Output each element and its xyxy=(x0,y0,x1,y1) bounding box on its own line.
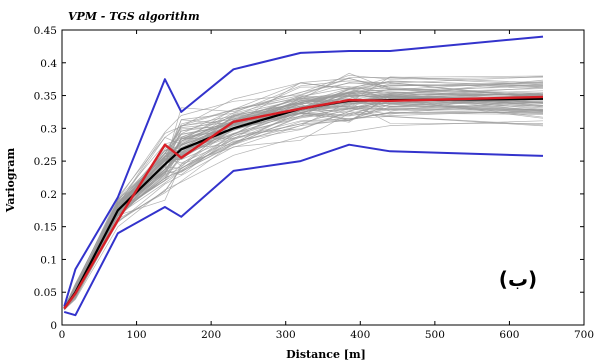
realization-line xyxy=(63,99,544,310)
realization-line xyxy=(63,101,544,310)
realization-line xyxy=(63,97,544,309)
realization-line xyxy=(63,74,544,308)
realization-line xyxy=(63,98,544,309)
realization-line xyxy=(63,99,544,309)
realization-line xyxy=(63,95,544,309)
y-tick-label: 0.15 xyxy=(34,222,57,234)
realization-line xyxy=(63,103,544,309)
realization-line xyxy=(63,102,544,309)
realization-line xyxy=(63,100,544,310)
y-tick-label: 0.1 xyxy=(40,254,57,266)
realization-line xyxy=(63,100,544,310)
y-tick-label: 0.25 xyxy=(34,156,57,168)
realization-line xyxy=(63,98,544,309)
realization-line xyxy=(63,112,544,310)
realization-line xyxy=(63,94,544,310)
x-axis-label: Distance [m] xyxy=(286,348,366,361)
x-tick-label: 200 xyxy=(201,329,221,341)
realization-line xyxy=(63,94,544,309)
realization-line xyxy=(63,101,544,309)
x-tick-label: 100 xyxy=(127,329,147,341)
realization-line xyxy=(63,111,544,310)
realization-line xyxy=(63,83,544,309)
panel-label: (ب) xyxy=(499,267,537,291)
lower-envelope-line xyxy=(63,143,544,317)
x-tick-label: 400 xyxy=(350,329,370,341)
x-tick-label: 0 xyxy=(59,329,66,341)
realization-line xyxy=(63,100,544,309)
realization-line xyxy=(63,103,544,309)
x-tick-label: 300 xyxy=(276,329,296,341)
mean-variogram-line xyxy=(63,97,544,310)
realization-line xyxy=(63,97,544,310)
realization-line xyxy=(63,93,544,309)
y-tick-label: 0.35 xyxy=(34,91,57,103)
y-tick-label: 0.2 xyxy=(40,189,57,201)
chart-title: VPM - TGS algorithm xyxy=(68,10,200,23)
reference-variogram-line xyxy=(63,95,544,310)
y-tick-label: 0.4 xyxy=(40,58,57,70)
realization-line xyxy=(63,82,544,309)
realization-line xyxy=(63,93,544,309)
realization-line xyxy=(63,81,544,309)
realization-line xyxy=(63,120,544,311)
realization-line xyxy=(63,94,544,309)
realization-line xyxy=(63,94,544,309)
realization-line xyxy=(63,102,544,310)
y-tick-label: 0.05 xyxy=(34,287,57,299)
tick-layer: 0 100 200 300 400 500 600 700 0 0.05 0.1 0.15 0.2 0.2… xyxy=(34,25,594,341)
realization-line xyxy=(63,94,544,310)
x-tick-label: 700 xyxy=(574,329,594,341)
realization-line xyxy=(63,113,544,310)
realization-line xyxy=(63,94,544,309)
series-layer xyxy=(63,35,544,317)
y-tick-label: 0.3 xyxy=(40,123,57,135)
upper-envelope-line xyxy=(63,35,544,307)
y-tick-label: 0 xyxy=(50,320,57,332)
realization-line xyxy=(63,116,544,311)
plot-frame xyxy=(61,29,585,326)
x-tick-label: 600 xyxy=(499,329,519,341)
x-tick-label: 500 xyxy=(425,329,445,341)
realization-line xyxy=(63,107,544,310)
realization-line xyxy=(63,98,544,310)
realization-line xyxy=(63,101,544,310)
realization-line xyxy=(63,94,544,309)
y-tick-label: 0.45 xyxy=(34,25,57,37)
y-axis-label: Variogram xyxy=(4,148,17,214)
realization-line xyxy=(63,111,544,310)
